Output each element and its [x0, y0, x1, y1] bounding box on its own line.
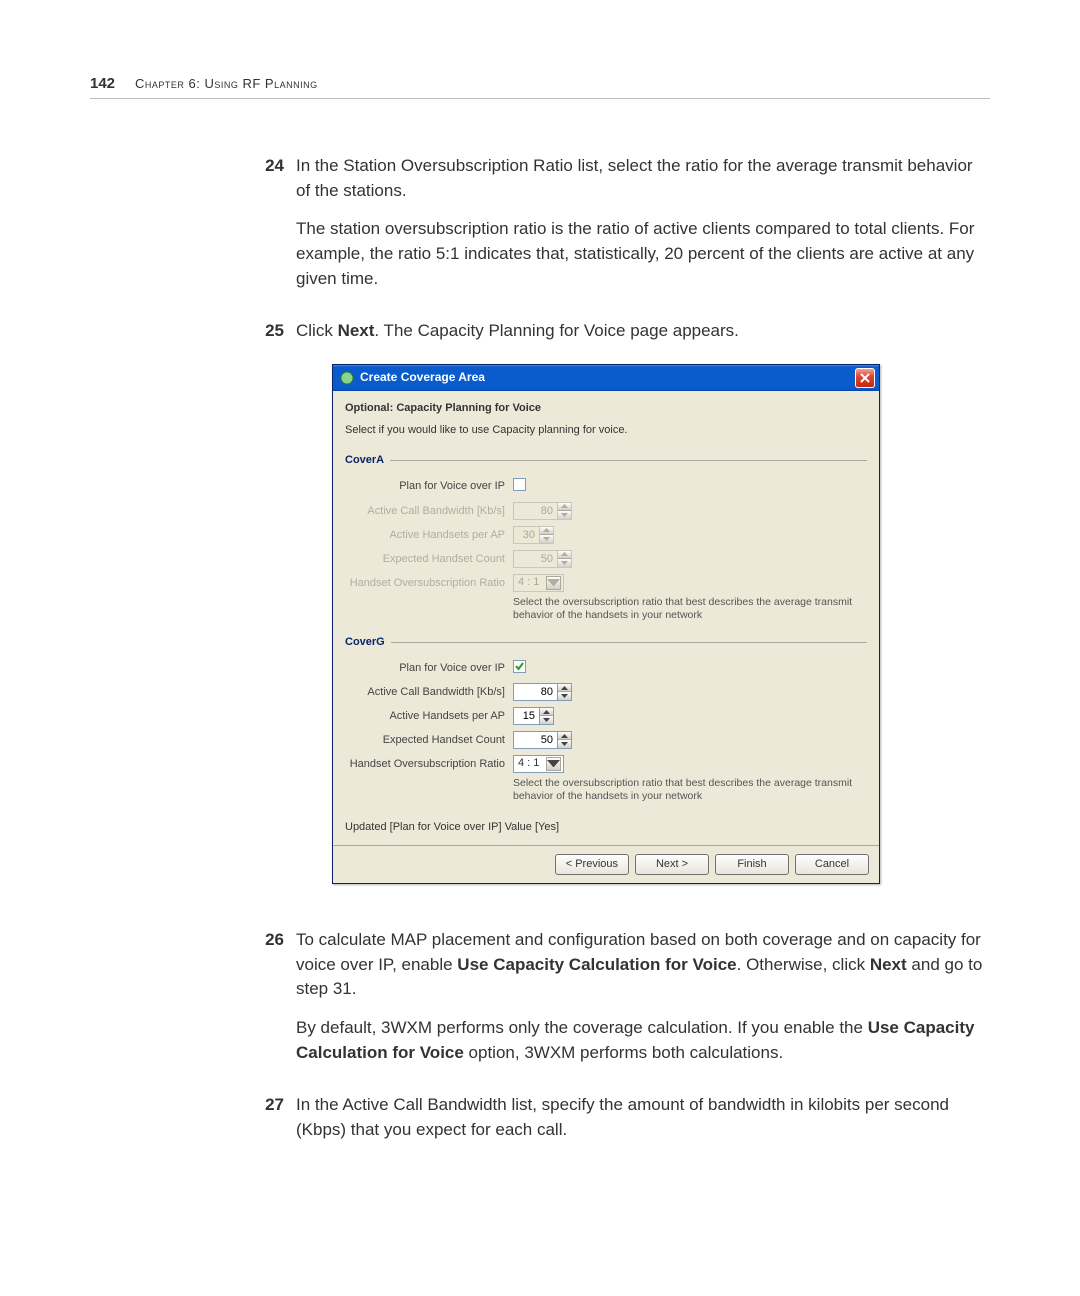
input-handsets-g[interactable]: [513, 707, 539, 725]
spinner-handsets-g[interactable]: [513, 707, 554, 725]
input-count-a: [513, 550, 557, 568]
content: 24 In the Station Oversubscription Ratio…: [260, 154, 990, 1156]
label-plan-voip-g: Plan for Voice over IP: [345, 659, 513, 677]
step-body: Click Next. The Capacity Planning for Vo…: [296, 319, 990, 914]
close-button[interactable]: [855, 368, 875, 388]
step-24-para: The station oversubscription ratio is th…: [296, 217, 990, 291]
page-header: 142 Chapter 6: Using RF Planning: [90, 75, 990, 99]
text-bold: Next: [338, 321, 375, 340]
step-body: In the Station Oversubscription Ratio li…: [296, 154, 990, 305]
spin-buttons: [557, 502, 572, 520]
spin-up-icon: [558, 551, 571, 560]
spin-buttons[interactable]: [539, 707, 554, 725]
step-27-text: In the Active Call Bandwidth list, speci…: [296, 1093, 990, 1142]
helper-text-g: Select the oversubscription ratio that b…: [513, 777, 867, 804]
text-bold: Next: [870, 955, 907, 974]
spin-buttons[interactable]: [557, 683, 572, 701]
spin-down-icon: [558, 559, 571, 567]
group-title-coverg: CoverG: [345, 635, 867, 651]
spin-down-icon[interactable]: [558, 692, 571, 700]
spinner-count-g[interactable]: [513, 731, 572, 749]
label-count-a: Expected Handset Count: [345, 550, 513, 568]
step-body: To calculate MAP placement and configura…: [296, 928, 990, 1079]
input-bandwidth-a: [513, 502, 557, 520]
label-bandwidth-a: Active Call Bandwidth [Kb/s]: [345, 502, 513, 520]
spin-buttons: [539, 526, 554, 544]
chevron-down-icon: [546, 576, 561, 590]
label-ratio-g: Handset Oversubscription Ratio: [345, 755, 513, 773]
text-pre: Click: [296, 321, 338, 340]
label-handsets-a: Active Handsets per AP: [345, 526, 513, 544]
spin-down-icon[interactable]: [540, 716, 553, 724]
group-title-covera: CoverA: [345, 453, 867, 469]
text-mid: . Otherwise, click: [737, 955, 870, 974]
step-number: 26: [260, 928, 284, 1079]
spin-up-icon: [540, 527, 553, 536]
dialog-subheading: Select if you would like to use Capacity…: [345, 423, 867, 439]
label-handsets-g: Active Handsets per AP: [345, 707, 513, 725]
step-body: In the Active Call Bandwidth list, speci…: [296, 1093, 990, 1156]
chapter-title: Chapter 6: Using RF Planning: [135, 76, 318, 91]
step-number: 25: [260, 319, 284, 914]
spin-down-icon: [558, 511, 571, 519]
checkbox-plan-voip-a[interactable]: [513, 478, 526, 491]
select-value-g: 4 : 1: [518, 756, 546, 772]
step-26-para1: To calculate MAP placement and configura…: [296, 928, 990, 1002]
spinner-bandwidth-g[interactable]: [513, 683, 572, 701]
spinner-count-a: [513, 550, 572, 568]
page-number: 142: [90, 75, 115, 92]
step-25: 25 Click Next. The Capacity Planning for…: [260, 319, 990, 914]
text-post: . The Capacity Planning for Voice page a…: [374, 321, 738, 340]
select-value-a: 4 : 1: [518, 575, 546, 591]
cancel-button[interactable]: Cancel: [795, 854, 869, 875]
dialog-heading: Optional: Capacity Planning for Voice: [345, 401, 867, 417]
dialog-button-row: < Previous Next > Finish Cancel: [333, 845, 879, 883]
spin-down-icon: [540, 535, 553, 543]
step-number: 27: [260, 1093, 284, 1156]
text-post: option, 3WXM performs both calculations.: [464, 1043, 783, 1062]
step-26: 26 To calculate MAP placement and config…: [260, 928, 990, 1079]
input-bandwidth-g[interactable]: [513, 683, 557, 701]
label-plan-voip-a: Plan for Voice over IP: [345, 477, 513, 495]
app-icon: [339, 370, 355, 386]
step-number: 24: [260, 154, 284, 305]
spin-up-icon[interactable]: [540, 708, 553, 717]
step-24: 24 In the Station Oversubscription Ratio…: [260, 154, 990, 305]
create-coverage-area-dialog: Create Coverage Area Optional: Capacity …: [332, 364, 880, 884]
step-25-text: Click Next. The Capacity Planning for Vo…: [296, 319, 990, 344]
step-24-line1: In the Station Oversubscription Ratio li…: [296, 154, 990, 203]
input-count-g[interactable]: [513, 731, 557, 749]
spin-up-icon[interactable]: [558, 684, 571, 693]
group-coverg: CoverG Plan for Voice over IP Active Cal…: [345, 635, 867, 804]
finish-button[interactable]: Finish: [715, 854, 789, 875]
spin-buttons[interactable]: [557, 731, 572, 749]
select-ratio-a: 4 : 1: [513, 574, 564, 592]
input-handsets-a: [513, 526, 539, 544]
spinner-handsets-a: [513, 526, 554, 544]
select-ratio-g[interactable]: 4 : 1: [513, 755, 564, 773]
dialog-body: Optional: Capacity Planning for Voice Se…: [333, 391, 879, 842]
spin-up-icon[interactable]: [558, 732, 571, 741]
spin-down-icon[interactable]: [558, 740, 571, 748]
label-bandwidth-g: Active Call Bandwidth [Kb/s]: [345, 683, 513, 701]
checkbox-plan-voip-g[interactable]: [513, 660, 526, 673]
group-covera: CoverA Plan for Voice over IP Active Cal…: [345, 453, 867, 623]
step-26-para2: By default, 3WXM performs only the cover…: [296, 1016, 990, 1065]
spin-up-icon: [558, 503, 571, 512]
helper-text-a: Select the oversubscription ratio that b…: [513, 596, 867, 623]
status-bar: Updated [Plan for Voice over IP] Value […: [345, 816, 867, 836]
next-button[interactable]: Next >: [635, 854, 709, 875]
label-ratio-a: Handset Oversubscription Ratio: [345, 574, 513, 592]
spinner-bandwidth-a: [513, 502, 572, 520]
step-27: 27 In the Active Call Bandwidth list, sp…: [260, 1093, 990, 1156]
dialog-title: Create Coverage Area: [360, 369, 855, 386]
text-pre: By default, 3WXM performs only the cover…: [296, 1018, 868, 1037]
previous-button[interactable]: < Previous: [555, 854, 629, 875]
spin-buttons: [557, 550, 572, 568]
dialog-titlebar[interactable]: Create Coverage Area: [333, 365, 879, 391]
label-count-g: Expected Handset Count: [345, 731, 513, 749]
text-bold: Use Capacity Calculation for Voice: [457, 955, 736, 974]
chevron-down-icon[interactable]: [546, 757, 561, 771]
